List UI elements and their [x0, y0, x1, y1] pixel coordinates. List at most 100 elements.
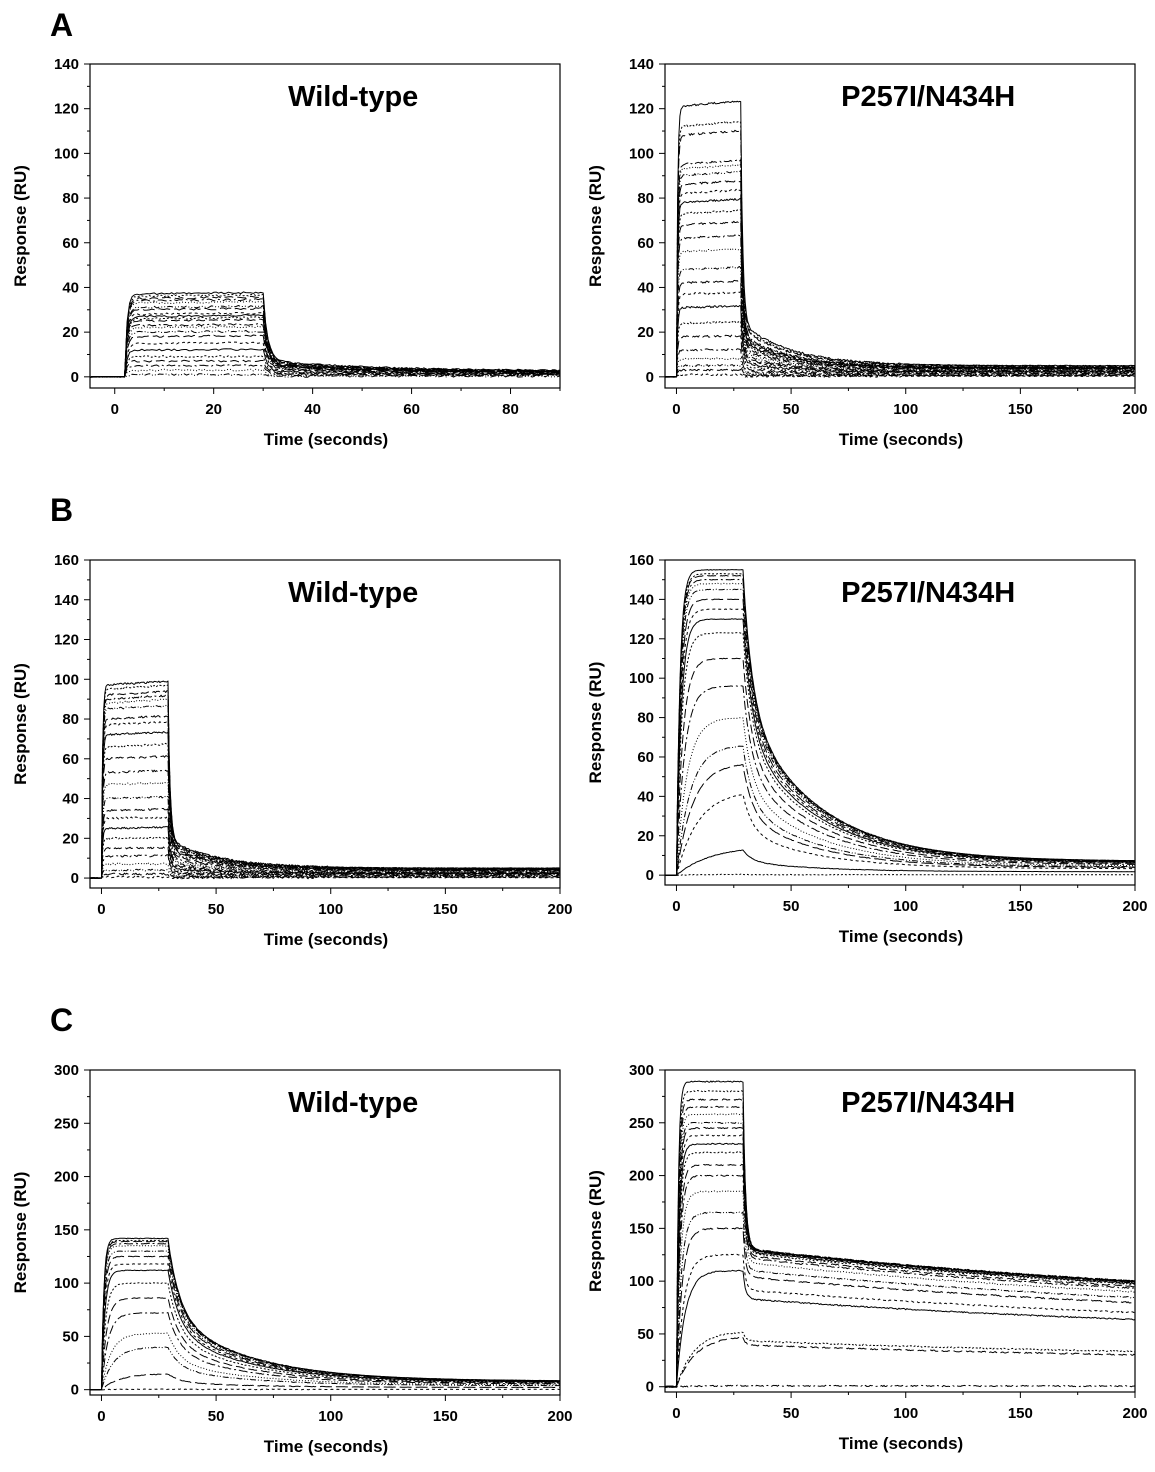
series-line-4	[665, 1105, 1135, 1388]
series-line-12	[90, 1312, 560, 1391]
y-tick-label: 80	[637, 190, 654, 207]
y-tick-label: 80	[637, 710, 654, 727]
series-line-21	[665, 357, 1135, 378]
series-group	[665, 100, 1135, 378]
panel-label-a: A	[50, 7, 73, 43]
chart-title: Wild-type	[288, 81, 418, 113]
x-tick-label: 200	[1122, 898, 1147, 915]
series-line-9	[90, 314, 560, 378]
series-group	[665, 569, 1135, 876]
series-line-18	[665, 1331, 1135, 1388]
x-tick-label: 50	[783, 401, 800, 418]
series-line-6	[665, 1121, 1135, 1388]
series-line-12	[665, 1174, 1135, 1388]
y-tick-label: 20	[637, 324, 654, 341]
y-axis-label: Response (RU)	[11, 165, 30, 287]
series-line-18	[90, 836, 560, 879]
y-tick-label: 120	[54, 632, 79, 649]
series-line-11	[90, 755, 560, 879]
series-line-4	[90, 1242, 560, 1391]
series-line-2	[90, 684, 560, 879]
y-tick-label: 140	[54, 592, 79, 609]
plot-frame	[664, 63, 1136, 389]
x-tick-label: 50	[783, 898, 800, 915]
series-line-8	[665, 608, 1135, 876]
x-tick-label: 20	[205, 401, 222, 418]
series-line-13	[665, 1190, 1135, 1388]
series-line-1	[90, 1237, 560, 1391]
x-tick-label: 0	[111, 401, 119, 418]
series-line-3	[90, 1240, 560, 1391]
series-line-11	[665, 220, 1135, 378]
y-tick-label: 140	[629, 56, 654, 73]
series-line-12	[90, 769, 560, 879]
series-line-2	[90, 293, 560, 378]
series-line-16	[665, 1253, 1135, 1388]
x-tick-label: 100	[893, 401, 918, 418]
series-line-10	[665, 1151, 1135, 1388]
series-line-10	[90, 742, 560, 879]
y-tick-label: 200	[629, 1168, 654, 1185]
y-tick-label: 60	[637, 749, 654, 766]
y-tick-label: 20	[62, 830, 79, 847]
x-tick-label: 50	[208, 1408, 225, 1425]
x-tick-label: 150	[433, 1408, 458, 1425]
y-tick-label: 20	[637, 828, 654, 845]
series-line-14	[665, 266, 1135, 378]
series-line-13	[90, 1332, 560, 1391]
series-line-15	[665, 764, 1135, 876]
series-line-11	[90, 1297, 560, 1391]
x-tick-label: 50	[208, 901, 225, 918]
series-line-20	[90, 854, 560, 879]
y-axis-label: Response (RU)	[586, 1170, 605, 1292]
y-tick-label: 40	[62, 791, 79, 808]
series-line-7	[665, 179, 1135, 378]
series-line-9	[665, 197, 1135, 378]
series-line-9	[665, 618, 1135, 876]
y-tick-label: 160	[54, 552, 79, 569]
plot-frame	[89, 63, 561, 389]
series-line-8	[665, 188, 1135, 378]
x-axis-label: Time (seconds)	[264, 1437, 388, 1456]
x-tick-label: 150	[433, 901, 458, 918]
x-tick-label: 150	[1008, 898, 1033, 915]
chart-title: P257I/N434H	[841, 577, 1015, 609]
y-tick-label: 300	[54, 1062, 79, 1079]
y-tick-label: 100	[629, 145, 654, 162]
series-line-7	[665, 1126, 1135, 1388]
series-line-18	[665, 873, 1135, 876]
series-line-9	[90, 1269, 560, 1391]
series-line-1	[90, 680, 560, 879]
y-tick-label: 100	[54, 671, 79, 688]
series-line-17	[90, 826, 560, 879]
y-tick-label: 120	[54, 101, 79, 118]
y-tick-label: 120	[629, 101, 654, 118]
series-line-1	[665, 1080, 1135, 1388]
x-tick-label: 100	[893, 898, 918, 915]
series-line-15	[665, 279, 1135, 378]
y-tick-label: 60	[62, 751, 79, 768]
plot-frame	[664, 559, 1136, 886]
series-line-22	[90, 373, 560, 378]
x-axis-label: Time (seconds)	[264, 430, 388, 449]
series-line-21	[90, 862, 560, 879]
series-line-10	[665, 632, 1135, 876]
y-tick-label: 0	[71, 870, 79, 887]
series-line-7	[665, 598, 1135, 876]
y-tick-label: 140	[629, 591, 654, 608]
series-line-3	[665, 574, 1135, 876]
series-line-14	[90, 1346, 560, 1391]
series-line-4	[665, 578, 1135, 876]
series-line-1	[665, 569, 1135, 876]
y-tick-label: 60	[637, 235, 654, 252]
x-tick-label: 200	[547, 901, 572, 918]
series-line-14	[665, 745, 1135, 876]
x-tick-label: 150	[1008, 1405, 1033, 1422]
series-line-11	[665, 657, 1135, 876]
y-axis-label: Response (RU)	[586, 165, 605, 287]
series-line-13	[665, 248, 1135, 378]
plot-frame	[664, 1069, 1136, 1393]
series-line-19	[665, 1336, 1135, 1388]
series-line-16	[90, 341, 560, 378]
